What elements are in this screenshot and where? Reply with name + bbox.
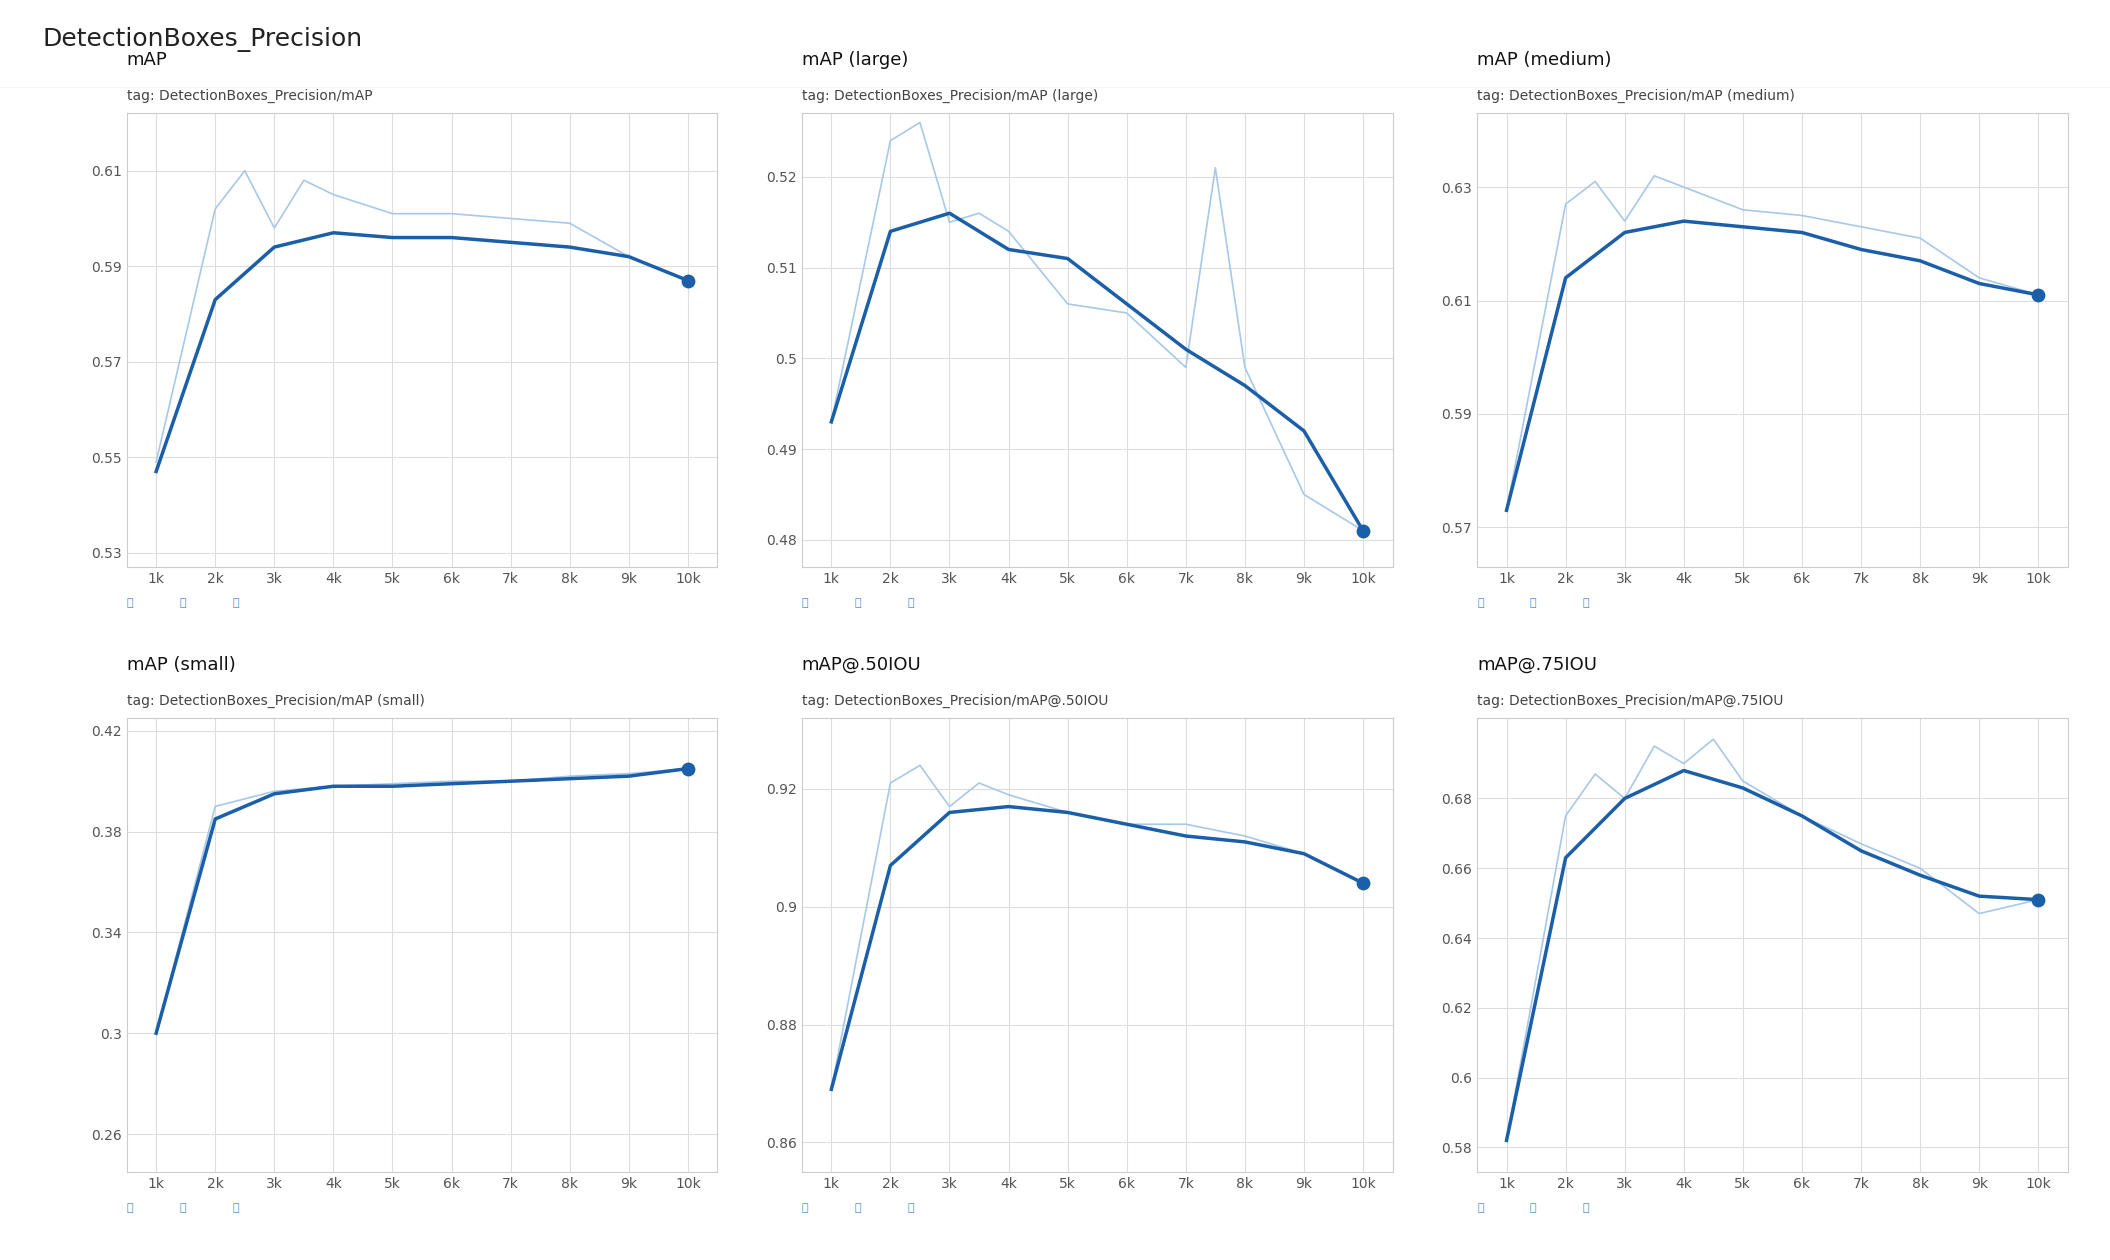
Text: ⬜: ⬜	[179, 1203, 186, 1213]
Text: ⬜: ⬜	[232, 598, 238, 609]
Text: mAP@.50IOU: mAP@.50IOU	[802, 656, 922, 674]
Text: ⬜: ⬜	[1530, 1203, 1536, 1213]
Text: mAP: mAP	[127, 52, 167, 69]
Text: ⬜: ⬜	[802, 1203, 808, 1213]
Point	[671, 271, 705, 291]
Text: tag: DetectionBoxes_Precision/mAP (large): tag: DetectionBoxes_Precision/mAP (large…	[802, 89, 1097, 103]
Text: tag: DetectionBoxes_Precision/mAP (medium): tag: DetectionBoxes_Precision/mAP (mediu…	[1477, 89, 1796, 103]
Text: ⬜: ⬜	[855, 598, 861, 609]
Point	[2021, 285, 2055, 305]
Text: ⬜: ⬜	[127, 1203, 133, 1213]
Point	[671, 759, 705, 779]
Text: DetectionBoxes_Precision: DetectionBoxes_Precision	[42, 28, 363, 52]
Text: mAP (large): mAP (large)	[802, 52, 907, 69]
Text: ⬜: ⬜	[1530, 598, 1536, 609]
Text: tag: DetectionBoxes_Precision/mAP@.75IOU: tag: DetectionBoxes_Precision/mAP@.75IOU	[1477, 694, 1783, 708]
Text: ⬜: ⬜	[179, 598, 186, 609]
Text: ⬜: ⬜	[907, 1203, 914, 1213]
Text: mAP@.75IOU: mAP@.75IOU	[1477, 656, 1597, 674]
Point	[1346, 520, 1380, 541]
Text: ⬜: ⬜	[1582, 1203, 1589, 1213]
Point	[2021, 890, 2055, 910]
Text: ⬜: ⬜	[802, 598, 808, 609]
Text: mAP (medium): mAP (medium)	[1477, 52, 1612, 69]
Text: ⬜: ⬜	[1477, 598, 1483, 609]
Text: ⬜: ⬜	[1477, 1203, 1483, 1213]
Point	[1346, 873, 1380, 893]
Text: ⬜: ⬜	[855, 1203, 861, 1213]
Text: tag: DetectionBoxes_Precision/mAP@.50IOU: tag: DetectionBoxes_Precision/mAP@.50IOU	[802, 694, 1108, 708]
Text: ⬜: ⬜	[127, 598, 133, 609]
Text: mAP (small): mAP (small)	[127, 656, 236, 674]
Text: tag: DetectionBoxes_Precision/mAP (small): tag: DetectionBoxes_Precision/mAP (small…	[127, 694, 424, 708]
Text: ⬜: ⬜	[1582, 598, 1589, 609]
Text: ⬜: ⬜	[907, 598, 914, 609]
Text: tag: DetectionBoxes_Precision/mAP: tag: DetectionBoxes_Precision/mAP	[127, 89, 371, 103]
Text: ⬜: ⬜	[232, 1203, 238, 1213]
